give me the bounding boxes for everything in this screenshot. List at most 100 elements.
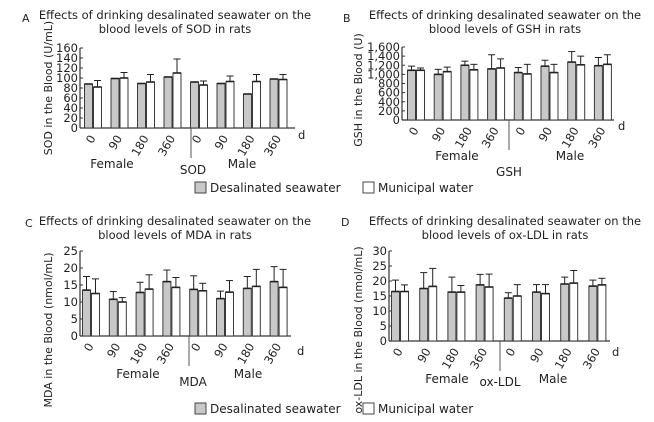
bar-municipal [117,301,127,337]
bar-desalinated [243,93,252,129]
x-tick-label: 0 [503,346,519,359]
bar-desalinated [137,83,146,129]
x-tick-label: 90 [536,125,555,145]
bar-desalinated [513,72,523,121]
y-tick-label: 20 [63,261,78,275]
y-tick-label: 40 [63,101,78,115]
sex-label-male: Male [234,367,262,381]
y-tick-label: 400 [378,95,400,109]
panel-letter-d: D [341,216,349,229]
x-axis-unit: d [298,128,305,142]
x-tick-label: 90 [527,346,546,366]
bar-municipal [119,77,129,129]
legend-label-desalinated: Desalinated seawater [210,402,341,416]
y-tick-label: 5 [380,319,387,333]
legend-swatch-municipal [362,181,375,194]
bar-desalinated [135,291,145,337]
x-tick-label: 0 [83,133,99,146]
bar-desalinated [108,298,118,337]
chart-title-line1: Effects of drinking desalinated seawater… [369,214,641,228]
bar-desalinated [82,289,91,337]
x-tick-label: 360 [154,341,177,367]
panel-letter-a: A [22,12,30,25]
y-tick-label: 60 [63,91,78,105]
y-axis-label: MDA in the Blood (nmol/mL) [42,252,55,407]
group-label: ox-LDL [479,375,520,389]
bar-desalinated [163,76,173,129]
bar-desalinated [567,61,577,121]
panel-letter-c: C [25,217,33,230]
y-tick-label: 1,400 [367,49,400,63]
bar-desalinated [216,83,226,129]
x-tick-label: 0 [390,346,406,359]
sex-label-male: Male [539,372,567,386]
legend-swatch-desalinated [194,181,207,194]
bar-municipal [144,288,154,337]
y-tick-label: 10 [63,295,78,309]
legend-top: Desalinated seawater Municipal water [194,181,473,195]
x-tick-label: 90 [429,125,448,145]
x-tick-label: 90 [212,133,231,153]
panel-c-mda-chart: C Effects of drinking desalinated seawat… [25,214,311,408]
x-tick-label: 0 [188,341,204,354]
bar-desalinated [110,78,120,129]
x-tick-label: 360 [155,133,178,159]
y-tick-label: 10 [372,304,387,318]
bar-municipal [484,286,494,342]
bar-desalinated [391,291,400,342]
sex-label-female: Female [90,157,133,171]
bar-desalinated [560,283,570,342]
bar-municipal [278,286,288,337]
bar-desalinated [487,68,497,121]
legend-swatch-municipal [362,402,375,415]
x-tick-label: 180 [127,341,150,367]
bar-desalinated [588,285,598,342]
legend-bottom: Desalinated seawater Municipal water [194,402,473,416]
x-tick-label: 90 [211,341,230,361]
group-label: GSH [496,165,522,179]
x-tick-label: 0 [81,341,97,354]
bar-desalinated [269,78,279,129]
x-tick-label: 90 [104,341,123,361]
bar-municipal [442,71,452,121]
y-axis-label: SOD in the Blood (U/mL) [42,21,55,155]
x-tick-label: 360 [585,125,608,151]
bar-desalinated [419,288,429,342]
bar-municipal [252,81,261,129]
bar-municipal [198,290,208,337]
x-axis-unit: d [612,345,619,359]
y-axis-label: GSH in the Blood (U) [352,33,365,147]
bar-desalinated [460,64,470,121]
bar-municipal [576,64,586,121]
y-tick-label: 15 [372,289,387,303]
bar-desalinated [269,281,279,337]
panel-a-sod-chart: A Effects of drinking desalinated seawat… [22,8,311,177]
group-label: MDA [179,375,207,389]
bar-municipal [456,291,466,342]
bar-municipal [278,79,288,129]
chart-title-line1: Effects of drinking desalinated seawater… [39,8,311,22]
y-tick-label: 0 [71,121,78,135]
bar-municipal [91,293,100,337]
x-tick-label: 180 [439,346,462,372]
y-tick-label: 100 [56,71,78,85]
y-tick-label: 20 [372,274,387,288]
x-tick-label: 180 [128,133,151,159]
x-tick-label: 180 [234,133,257,159]
y-axis-label: ox-LDL in the Blood (nmol/mL) [352,246,365,413]
y-tick-label: 0 [380,334,387,348]
bar-desalinated [475,284,485,342]
y-tick-label: 20 [63,111,78,125]
y-tick-label: 1,000 [367,67,400,81]
panel-b-gsh-chart: B Effects of drinking desalinated seawat… [343,8,641,179]
y-tick-label: 5 [71,312,78,326]
bar-desalinated [503,297,513,342]
bar-municipal [541,293,550,342]
bar-desalinated [216,298,225,337]
bar-desalinated [593,65,603,121]
y-tick-label: 0 [393,113,400,127]
bar-desalinated [407,69,416,121]
x-tick-label: 360 [261,341,284,367]
